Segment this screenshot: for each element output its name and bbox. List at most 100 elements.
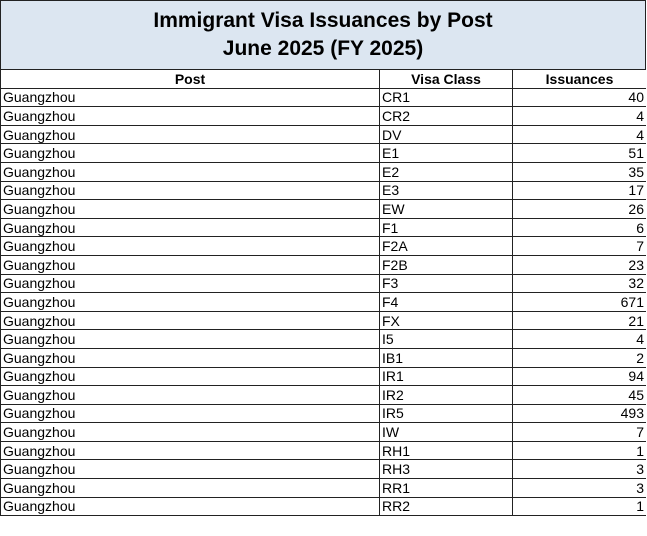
visa-class-cell: IB1 (379, 347, 513, 368)
visa-class-cell: DV (379, 124, 513, 145)
visa-class-cell: F2A (379, 236, 513, 256)
issuances-cell: 7 (512, 236, 646, 256)
post-cell: Guangzhou (0, 496, 380, 517)
issuances-cell: 4 (512, 329, 646, 349)
post-cell: Guangzhou (0, 403, 380, 424)
document-subtitle: June 2025 (FY 2025) (222, 37, 424, 60)
visa-class-cell: I5 (379, 329, 513, 349)
document-title: Immigrant Visa Issuances by Post (153, 9, 493, 32)
issuances-cell: 45 (512, 385, 646, 405)
issuances-cell: 94 (512, 366, 646, 387)
post-cell: Guangzhou (0, 106, 380, 126)
table-row: Guangzhou RR2 1 (0, 496, 646, 517)
table-row: Guangzhou F1 6 (0, 217, 646, 238)
visa-class-cell: IW (379, 422, 513, 442)
issuances-cell: 17 (512, 180, 646, 201)
post-cell: Guangzhou (0, 199, 380, 219)
post-cell: Guangzhou (0, 329, 380, 349)
table-header-row: Post Visa Class Issuances (0, 69, 646, 89)
visa-class-cell: F3 (379, 273, 513, 294)
post-cell: Guangzhou (0, 310, 380, 331)
issuances-table: Post Visa Class Issuances Guangzhou CR1 40… (0, 69, 646, 517)
post-cell: Guangzhou (0, 273, 380, 294)
issuances-cell: 6 (512, 217, 646, 238)
issuances-cell: 1 (512, 496, 646, 517)
visa-class-cell: IR1 (379, 366, 513, 387)
issuances-cell: 26 (512, 199, 646, 219)
table-row: Guangzhou E1 51 (0, 143, 646, 163)
visa-class-cell: CR1 (379, 87, 513, 108)
issuances-cell: 4 (512, 124, 646, 145)
visa-class-cell: F1 (379, 217, 513, 238)
table-row: Guangzhou IB1 2 (0, 347, 646, 368)
issuances-cell: 7 (512, 422, 646, 442)
visa-class-cell: E1 (379, 143, 513, 163)
table-row: Guangzhou E2 35 (0, 161, 646, 182)
post-cell: Guangzhou (0, 180, 380, 201)
issuances-cell: 51 (512, 143, 646, 163)
post-cell: Guangzhou (0, 385, 380, 405)
table-row: Guangzhou IR1 94 (0, 366, 646, 387)
issuances-cell: 21 (512, 310, 646, 331)
visa-class-cell: F4 (379, 292, 513, 312)
table-row: Guangzhou E3 17 (0, 180, 646, 201)
post-cell: Guangzhou (0, 143, 380, 163)
issuances-cell: 3 (512, 478, 646, 498)
title-block: Immigrant Visa Issuances by Post June 20… (0, 0, 646, 69)
issuances-cell: 23 (512, 254, 646, 275)
table-row: Guangzhou RR1 3 (0, 478, 646, 498)
column-header-visa-class: Visa Class (379, 69, 513, 89)
issuances-cell: 3 (512, 459, 646, 480)
post-cell: Guangzhou (0, 292, 380, 312)
visa-class-cell: EW (379, 199, 513, 219)
post-cell: Guangzhou (0, 217, 380, 238)
issuances-cell: 1 (512, 440, 646, 461)
issuances-cell: 2 (512, 347, 646, 368)
table-row: Guangzhou I5 4 (0, 329, 646, 349)
column-header-post: Post (0, 69, 380, 89)
post-cell: Guangzhou (0, 124, 380, 145)
table-row: Guangzhou FX 21 (0, 310, 646, 331)
table-row: Guangzhou EW 26 (0, 199, 646, 219)
visa-class-cell: CR2 (379, 106, 513, 126)
post-cell: Guangzhou (0, 254, 380, 275)
post-cell: Guangzhou (0, 87, 380, 108)
visa-class-cell: F2B (379, 254, 513, 275)
table-row: Guangzhou CR1 40 (0, 87, 646, 108)
column-header-issuances: Issuances (512, 69, 646, 89)
post-cell: Guangzhou (0, 161, 380, 182)
issuances-cell: 4 (512, 106, 646, 126)
visa-class-cell: FX (379, 310, 513, 331)
table-row: Guangzhou RH1 1 (0, 440, 646, 461)
table-row: Guangzhou F4 671 (0, 292, 646, 312)
post-cell: Guangzhou (0, 347, 380, 368)
visa-class-cell: RH1 (379, 440, 513, 461)
post-cell: Guangzhou (0, 459, 380, 480)
table-row: Guangzhou F3 32 (0, 273, 646, 294)
issuances-cell: 40 (512, 87, 646, 108)
visa-class-cell: IR5 (379, 403, 513, 424)
table-row: Guangzhou CR2 4 (0, 106, 646, 126)
visa-class-cell: RH3 (379, 459, 513, 480)
table-row: Guangzhou F2B 23 (0, 254, 646, 275)
visa-class-cell: RR2 (379, 496, 513, 517)
table-row: Guangzhou IR2 45 (0, 385, 646, 405)
visa-class-cell: IR2 (379, 385, 513, 405)
visa-class-cell: RR1 (379, 478, 513, 498)
post-cell: Guangzhou (0, 422, 380, 442)
issuances-cell: 671 (512, 292, 646, 312)
post-cell: Guangzhou (0, 440, 380, 461)
visa-class-cell: E2 (379, 161, 513, 182)
issuances-cell: 32 (512, 273, 646, 294)
issuances-cell: 35 (512, 161, 646, 182)
table-row: Guangzhou DV 4 (0, 124, 646, 145)
table-row: Guangzhou F2A 7 (0, 236, 646, 256)
table-row: Guangzhou IW 7 (0, 422, 646, 442)
issuances-cell: 493 (512, 403, 646, 424)
post-cell: Guangzhou (0, 236, 380, 256)
table-row: Guangzhou RH3 3 (0, 459, 646, 480)
table-row: Guangzhou IR5 493 (0, 403, 646, 424)
post-cell: Guangzhou (0, 366, 380, 387)
visa-class-cell: E3 (379, 180, 513, 201)
